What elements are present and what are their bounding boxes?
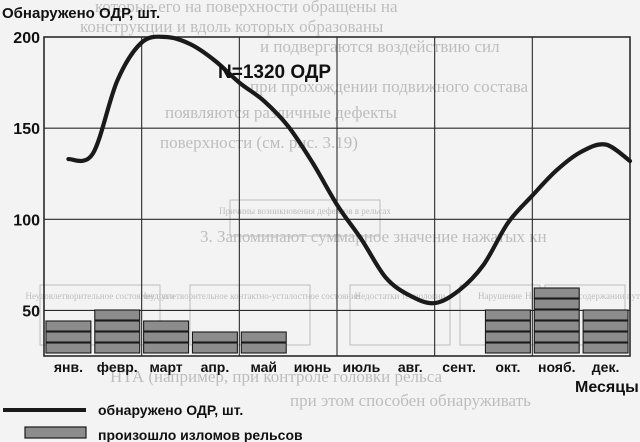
bleed-box-text: Неудовлетворительное контактно-усталостн…: [140, 291, 360, 301]
y-tick-label: 100: [13, 212, 40, 229]
x-tick-label: февр.: [97, 359, 138, 375]
x-tick-label: окт.: [495, 359, 520, 375]
y-tick-label: 50: [22, 303, 40, 320]
rail-break-block: [94, 309, 141, 321]
rail-break-block: [533, 309, 580, 321]
y-tick-label: 150: [13, 121, 40, 138]
bleed-text-line: НТА (например, при контроле головки рель…: [110, 367, 443, 386]
bleed-box-text: Недостатки технологии: [355, 291, 446, 301]
legend-block-label: произошло изломов рельсов: [98, 427, 303, 442]
bleed-box-text: Недостатки в содержании пути: [525, 291, 640, 301]
y-tick-label: 200: [13, 30, 40, 47]
rail-break-block: [533, 287, 580, 299]
rail-break-block: [240, 342, 287, 354]
rail-break-block: [533, 331, 580, 343]
bleed-box: [229, 199, 381, 237]
rail-break-blocks: [45, 287, 629, 354]
bleed-text-line: которые его на поверхности обращены на: [95, 0, 398, 16]
bleed-text-line: появляются различные дефекты: [165, 103, 398, 122]
x-tick-label: июнь: [294, 359, 332, 375]
bleed-box: [349, 284, 451, 346]
rail-break-block: [45, 331, 92, 343]
grid: [43, 36, 631, 357]
bleed-text-line: при этом способен обнаруживать: [290, 391, 531, 410]
rail-break-block: [533, 320, 580, 332]
bleed-text-line: при прохождении подвижного состава: [250, 77, 529, 96]
rail-break-block: [94, 342, 141, 354]
rail-break-block: [191, 331, 238, 343]
x-axis-label: Месяцы: [575, 379, 639, 396]
x-tick-label: апр.: [201, 359, 230, 375]
bleed-box-text: Нарушение: [478, 291, 522, 301]
bleed-text-line: поверхности (см. рис. 3.19): [160, 133, 358, 152]
rail-break-block: [582, 331, 629, 343]
y-axis-label: Обнаружено ОДР, шт.: [2, 5, 160, 22]
rail-break-block: [45, 342, 92, 354]
odr-line-layer: [66, 34, 633, 306]
annotation-n: N=1320 ОДР: [218, 62, 331, 83]
x-tick-label: авг.: [398, 359, 423, 375]
rail-break-block: [484, 309, 531, 321]
rail-break-block: [582, 320, 629, 332]
rail-break-block: [143, 342, 190, 354]
bleed-text-line: и подвергаются воздействию сил: [260, 37, 500, 56]
rail-break-block: [484, 320, 531, 332]
x-tick-label: сент.: [442, 359, 476, 375]
bleed-box-text: Неудовлетворительное состояние пути: [26, 291, 175, 301]
rail-break-block: [240, 331, 287, 343]
rail-break-block: [143, 331, 190, 343]
x-tick-label: март: [149, 359, 182, 375]
rail-break-block: [533, 342, 580, 354]
rail-break-block: [582, 309, 629, 321]
rail-break-block: [484, 331, 531, 343]
rail-break-block: [533, 298, 580, 310]
legend-line-label: обнаружено ОДР, шт.: [98, 402, 243, 418]
x-tick-label: дек.: [592, 359, 620, 375]
x-tick-label: май: [250, 359, 277, 375]
odr-series-line: [66, 34, 633, 306]
rail-break-block: [143, 320, 190, 332]
chart-text: Обнаружено ОДР, шт. N=1320 ОДР Месяцы об…: [2, 5, 639, 442]
bleed-text-line: конструкции и вдоль которых образованы: [80, 17, 384, 36]
rail-break-block: [94, 320, 141, 332]
rail-break-block: [94, 331, 141, 343]
legend: [3, 408, 87, 439]
rail-break-block: [45, 320, 92, 332]
rail-break-block: [484, 342, 531, 354]
x-tick-label: янв.: [54, 359, 83, 375]
x-tick-label: нояб.: [538, 359, 576, 375]
rail-break-block: [582, 342, 629, 354]
rail-break-block: [191, 342, 238, 354]
legend-block-swatch: [24, 426, 87, 439]
x-tick-label: июль: [343, 359, 381, 375]
bleed-box-text: Причины возникновения дефектов в рельсах: [219, 206, 391, 216]
